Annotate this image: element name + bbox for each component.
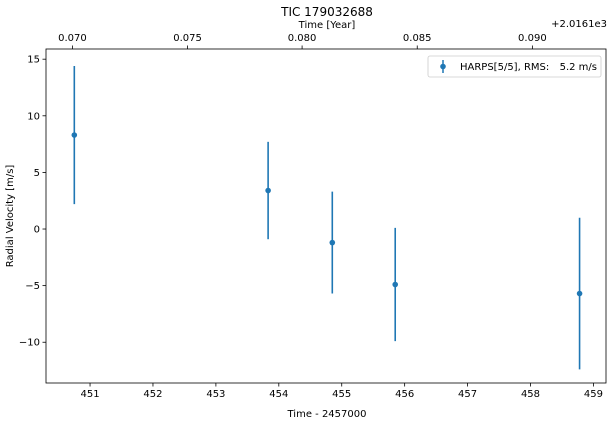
top-x-axis-label: Time [Year] xyxy=(298,20,356,31)
x-tick-label: 453 xyxy=(206,389,225,400)
x-tick-label: 451 xyxy=(80,389,99,400)
data-point xyxy=(265,187,271,194)
x-axis-label: Time - 2457000 xyxy=(287,409,367,420)
x-tick-label: 454 xyxy=(269,389,288,400)
x-tick-label: 457 xyxy=(458,389,477,400)
y-tick-label: 15 xyxy=(27,55,40,66)
x-tick-label: 458 xyxy=(521,389,540,400)
plot-frame xyxy=(45,48,607,384)
x-tick-label: 456 xyxy=(395,389,414,400)
legend-rms-value: 5.2 m/s xyxy=(560,62,597,73)
top-x-tick-label: 0.090 xyxy=(518,33,547,44)
data-point xyxy=(392,281,399,288)
legend-label: HARPS[5/5], RMS: xyxy=(460,62,549,73)
top-x-offset-label: +2.0161e3 xyxy=(551,19,607,30)
y-axis-label: Radial Velocity [m/s] xyxy=(5,165,16,268)
x-tick-label: 459 xyxy=(584,389,603,400)
top-x-tick-label: 0.070 xyxy=(58,33,87,44)
y-tick-label: 10 xyxy=(27,111,40,122)
data-point xyxy=(71,132,78,138)
top-x-tick-label: 0.075 xyxy=(173,33,202,44)
top-x-tick-label: 0.085 xyxy=(403,33,432,44)
legend: HARPS[5/5], RMS: 5.2 m/s xyxy=(427,55,602,78)
x-tick-label: 455 xyxy=(332,389,351,400)
y-tick-label: 0 xyxy=(34,225,40,236)
chart-title: TIC 179032688 xyxy=(280,5,373,19)
x-tick-label: 452 xyxy=(143,389,162,400)
y-tick-label: 5 xyxy=(34,168,40,179)
top-x-tick-label: 0.080 xyxy=(288,33,317,44)
data-point xyxy=(576,290,583,297)
legend-marker xyxy=(440,63,446,70)
y-tick-label: −10 xyxy=(19,338,40,349)
legend-box xyxy=(427,55,602,78)
y-tick-label: −5 xyxy=(25,281,40,292)
data-point xyxy=(329,239,336,246)
